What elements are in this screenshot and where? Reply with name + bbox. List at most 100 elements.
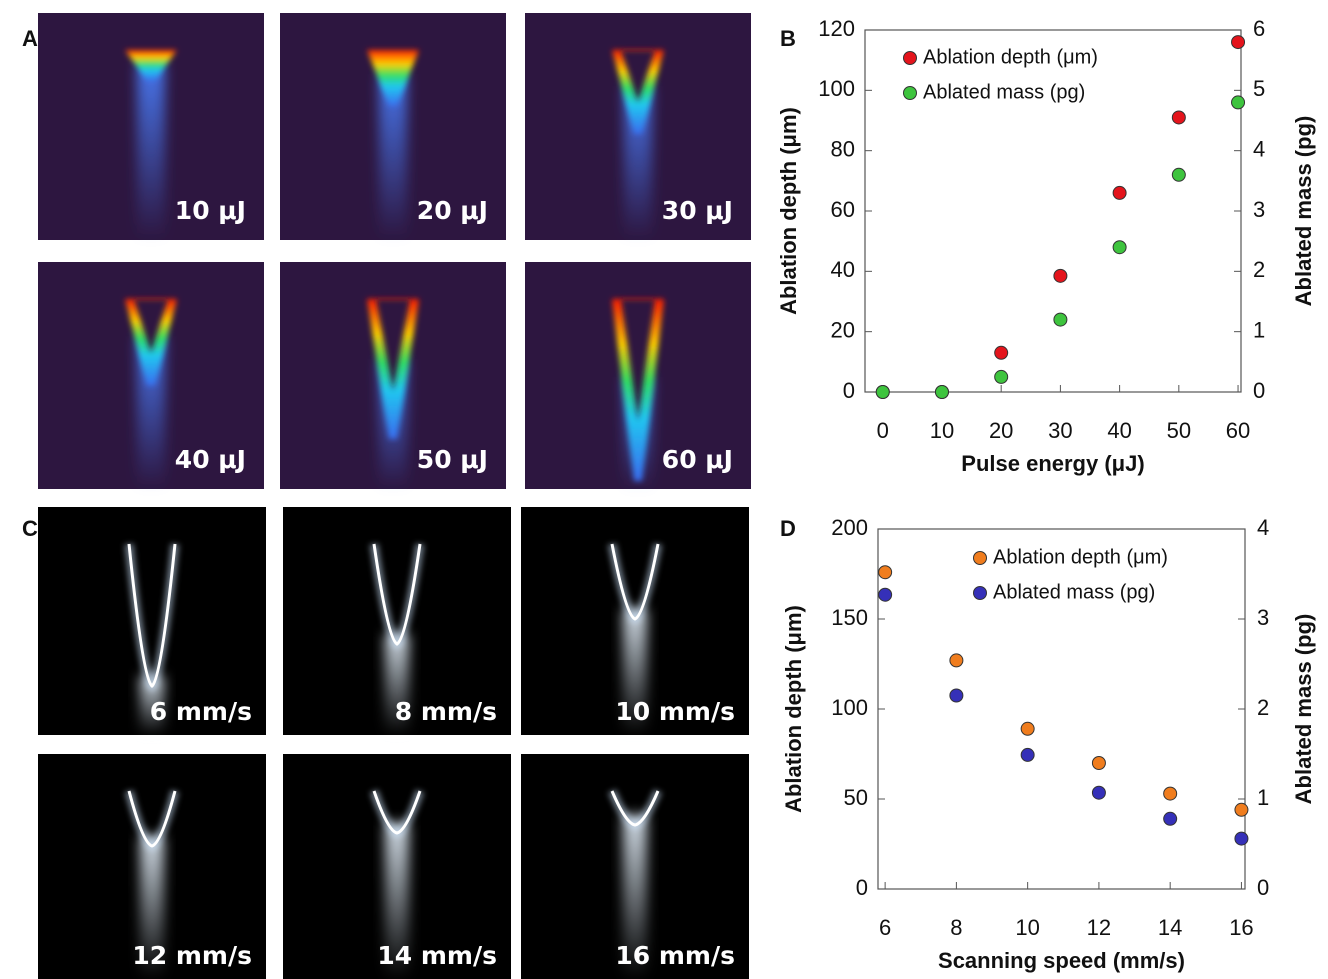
simulation-image: 20 μJ xyxy=(280,13,506,240)
data-point xyxy=(994,369,1009,384)
y2-tick-label: 4 xyxy=(1253,136,1265,161)
beam-tail xyxy=(623,609,647,735)
panel-label: B xyxy=(780,26,796,51)
data-point xyxy=(1171,167,1186,182)
y-axis-title: Ablation depth (μm) xyxy=(776,107,801,315)
simulation-image: 10 μJ xyxy=(38,13,264,241)
legend-label: Ablation depth (μm) xyxy=(993,546,1168,568)
image-caption: 16 mm/s xyxy=(615,941,735,970)
y2-tick-label: 1 xyxy=(1253,317,1265,342)
x-tick-label: 50 xyxy=(1167,418,1191,443)
y2-tick-label: 3 xyxy=(1253,197,1265,222)
data-point xyxy=(878,587,893,602)
beam-tail xyxy=(385,634,409,735)
y-tick-label: 100 xyxy=(831,695,868,720)
data-point xyxy=(1231,35,1246,50)
legend-marker xyxy=(973,586,987,600)
y-tick-label: 40 xyxy=(831,257,855,282)
image-caption: 10 mm/s xyxy=(615,697,735,726)
data-point xyxy=(1231,95,1246,110)
crater-interior xyxy=(376,299,410,391)
y-tick-label: 20 xyxy=(831,317,855,342)
panel-label: A xyxy=(22,26,38,51)
data-point xyxy=(994,345,1009,360)
crater-interior xyxy=(621,299,655,421)
x-tick-label: 8 xyxy=(950,915,962,940)
data-point xyxy=(1234,831,1249,846)
image-caption: 50 μJ xyxy=(417,445,488,474)
y-tick-label: 80 xyxy=(831,136,855,161)
y-tick-label: 0 xyxy=(843,378,855,403)
simulation-image: 16 mm/s xyxy=(521,754,749,979)
beam-tail xyxy=(385,823,409,979)
data-point xyxy=(1053,268,1068,283)
x-tick-label: 16 xyxy=(1229,915,1253,940)
y-tick-label: 60 xyxy=(831,197,855,222)
y2-tick-label: 0 xyxy=(1253,378,1265,403)
image-caption: 8 mm/s xyxy=(395,697,497,726)
data-point xyxy=(878,565,893,580)
simulation-image: 30 μJ xyxy=(525,13,751,240)
legend-label: Ablation depth (μm) xyxy=(923,46,1098,68)
data-point xyxy=(1234,802,1249,817)
y2-tick-label: 3 xyxy=(1257,605,1269,630)
crater-profile xyxy=(372,790,422,835)
image-caption: 6 mm/s xyxy=(150,697,252,726)
legend-label: Ablated mass (pg) xyxy=(993,581,1155,603)
legend-marker xyxy=(973,551,987,565)
beam-tail xyxy=(137,63,165,241)
simulation-image: 8 mm/s xyxy=(283,507,511,735)
y-tick-label: 50 xyxy=(844,785,868,810)
legend-label: Ablated mass (pg) xyxy=(923,81,1085,103)
data-point xyxy=(1053,312,1068,327)
y2-tick-label: 2 xyxy=(1257,695,1269,720)
data-point xyxy=(1091,756,1106,770)
image-caption: 20 μJ xyxy=(417,196,488,225)
y-tick-label: 150 xyxy=(831,605,868,630)
data-point xyxy=(1163,786,1178,801)
crater-interior xyxy=(134,299,168,353)
simulation-image: 50 μJ xyxy=(280,262,506,489)
simulation-image: 60 μJ xyxy=(525,262,751,489)
beam-tail xyxy=(140,836,164,979)
ablation-profile xyxy=(125,50,177,81)
image-caption: 12 mm/s xyxy=(132,941,252,970)
data-point xyxy=(1112,240,1127,255)
beam-tail xyxy=(623,815,647,979)
simulation-image: 40 μJ xyxy=(38,262,264,489)
crater-profile xyxy=(610,790,660,827)
data-point xyxy=(934,385,949,399)
data-point xyxy=(875,385,890,399)
crater-profile xyxy=(610,543,660,621)
data-point xyxy=(1091,785,1106,800)
x-tick-label: 60 xyxy=(1226,418,1250,443)
y-tick-label: 100 xyxy=(818,76,855,101)
x-axis-title: Scanning speed (mm/s) xyxy=(938,948,1185,973)
y2-tick-label: 6 xyxy=(1253,16,1265,41)
crater-profile xyxy=(127,790,177,848)
legend-marker xyxy=(903,51,917,65)
y-tick-label: 120 xyxy=(818,16,855,41)
y2-tick-label: 5 xyxy=(1253,76,1265,101)
x-tick-label: 0 xyxy=(877,418,889,443)
y2-tick-label: 2 xyxy=(1253,257,1265,282)
data-point xyxy=(1020,747,1035,762)
x-tick-label: 30 xyxy=(1048,418,1072,443)
image-caption: 40 μJ xyxy=(175,445,246,474)
x-tick-label: 10 xyxy=(930,418,954,443)
simulation-image: 14 mm/s xyxy=(283,754,511,979)
image-caption: 60 μJ xyxy=(662,445,733,474)
image-caption: 10 μJ xyxy=(175,196,246,225)
y2-axis-title: Ablated mass (pg) xyxy=(1291,614,1316,805)
y2-tick-label: 0 xyxy=(1257,875,1269,900)
x-tick-label: 10 xyxy=(1015,915,1039,940)
y-tick-label: 200 xyxy=(831,515,868,540)
data-point xyxy=(1020,721,1035,736)
legend-marker xyxy=(903,86,917,100)
x-tick-label: 20 xyxy=(989,418,1013,443)
y2-axis-title: Ablated mass (pg) xyxy=(1291,116,1316,307)
ablation-profile xyxy=(367,50,419,106)
data-point xyxy=(1112,185,1127,200)
